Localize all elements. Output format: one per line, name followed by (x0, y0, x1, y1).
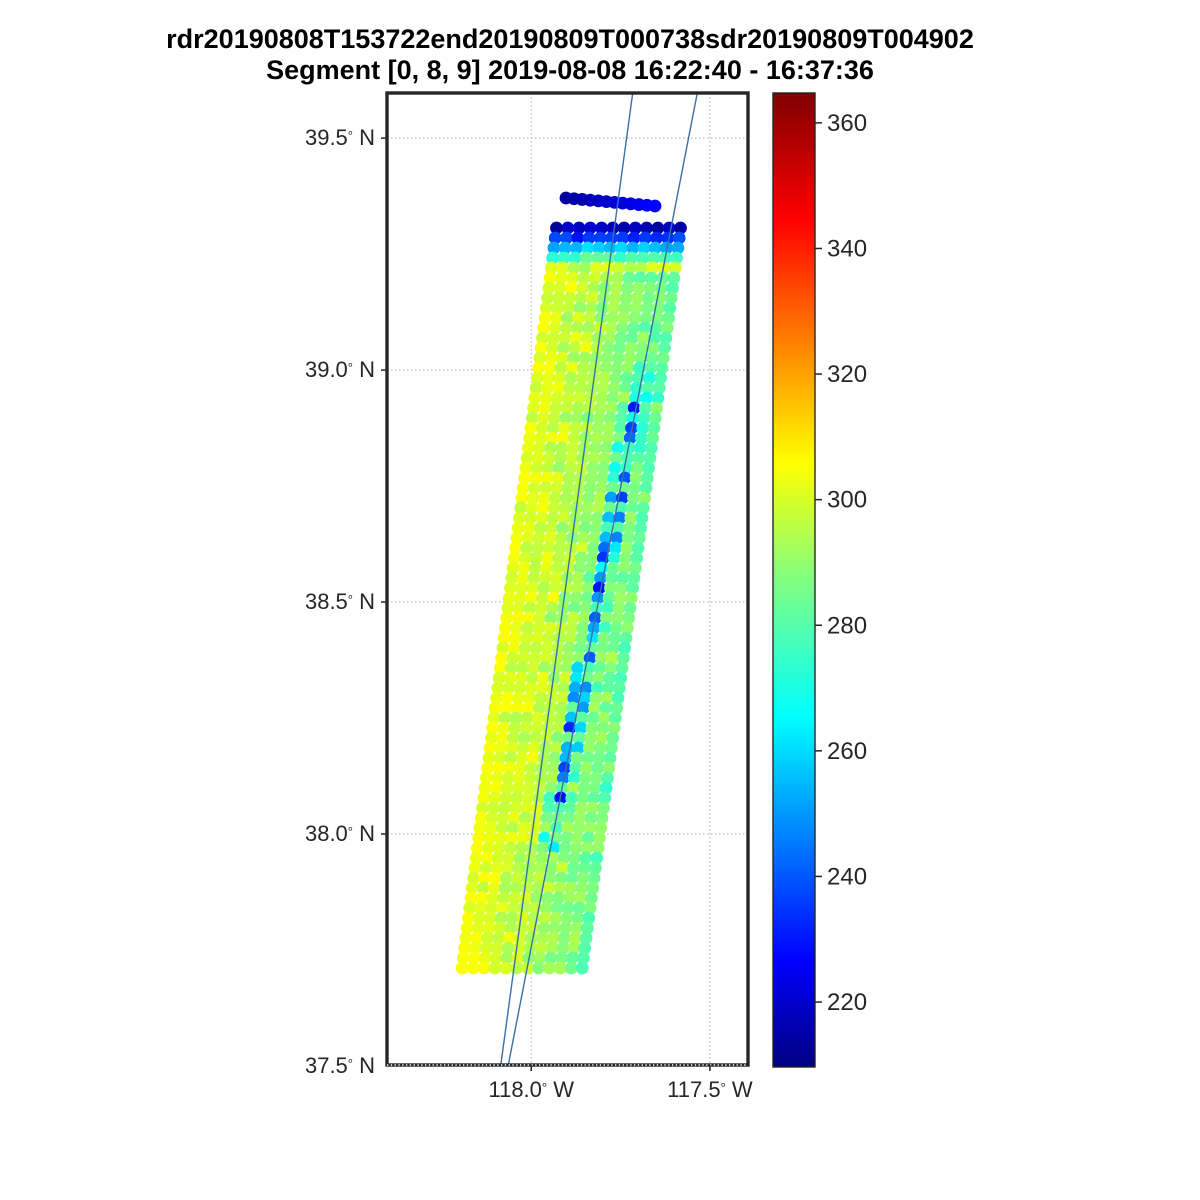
svg-text:340: 340 (827, 235, 867, 262)
svg-text:39.5° N: 39.5° N (305, 125, 375, 150)
svg-text:220: 220 (827, 989, 867, 1016)
svg-text:280: 280 (827, 612, 867, 639)
svg-text:38.5° N: 38.5° N (305, 589, 375, 614)
svg-text:39.0° N: 39.0° N (305, 357, 375, 382)
svg-text:260: 260 (827, 738, 867, 765)
svg-text:117.5° W: 117.5° W (667, 1077, 753, 1102)
svg-text:320: 320 (827, 361, 867, 388)
svg-text:240: 240 (827, 863, 867, 890)
svg-text:300: 300 (827, 487, 867, 514)
svg-text:38.0° N: 38.0° N (305, 821, 375, 846)
svg-text:360: 360 (827, 110, 867, 137)
svg-text:37.5° N: 37.5° N (305, 1053, 375, 1078)
svg-text:118.0° W: 118.0° W (488, 1077, 574, 1102)
